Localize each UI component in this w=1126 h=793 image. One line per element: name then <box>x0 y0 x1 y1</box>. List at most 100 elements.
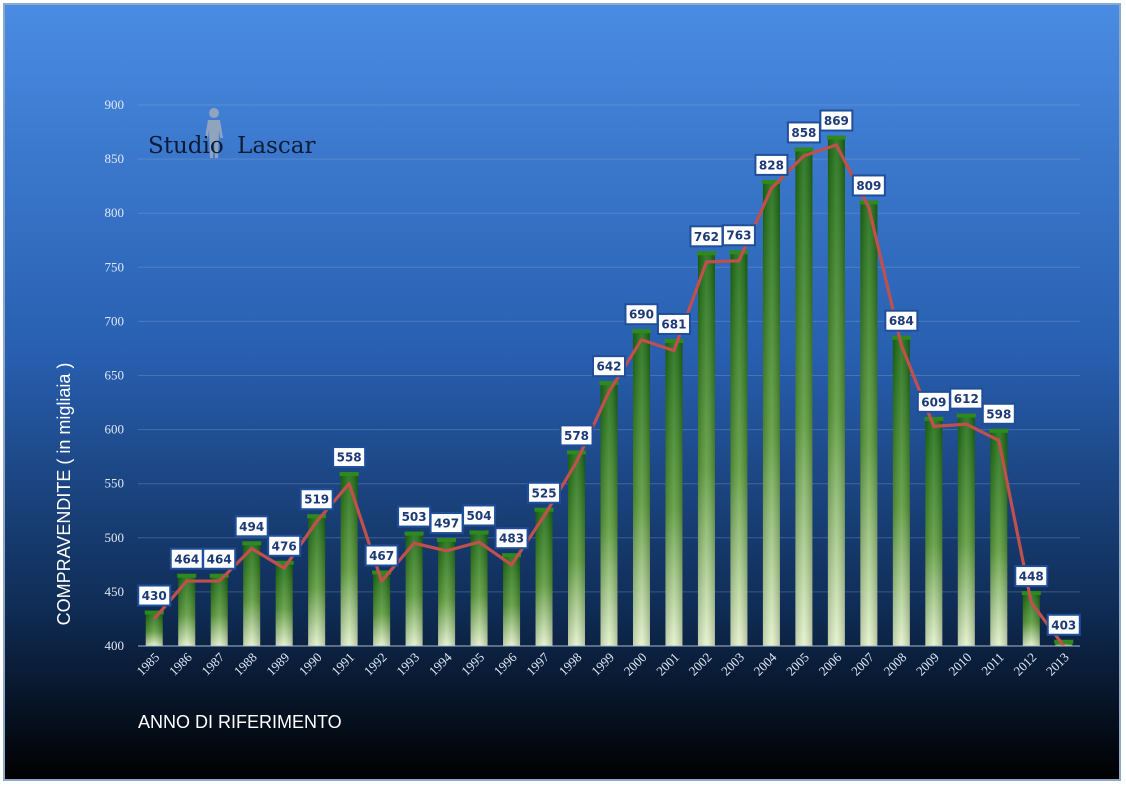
data-label-text: 690 <box>629 308 654 322</box>
data-label-text: 494 <box>239 520 264 534</box>
data-label: 403 <box>1046 613 1081 636</box>
data-label-text: 448 <box>1019 570 1044 584</box>
y-tick-label: 700 <box>105 313 125 328</box>
data-label-box <box>202 547 237 570</box>
data-label: 642 <box>592 355 626 378</box>
bar-shade <box>892 338 910 646</box>
data-label: 525 <box>527 481 562 504</box>
data-label-text: 464 <box>174 552 199 566</box>
bar-shade <box>405 534 423 646</box>
data-label-box <box>267 534 302 557</box>
bar-shade <box>795 150 813 646</box>
data-label-text: 464 <box>207 552 232 566</box>
data-label: 497 <box>429 512 464 535</box>
data-label-box <box>754 153 789 176</box>
data-label-text: 430 <box>142 589 167 603</box>
data-label: 609 <box>916 390 951 413</box>
data-label-text: 809 <box>856 179 881 193</box>
data-label: 448 <box>1014 565 1049 588</box>
data-label-text: 578 <box>564 429 589 443</box>
data-label-text: 681 <box>661 317 686 331</box>
data-label: 828 <box>754 153 789 176</box>
data-label-box <box>462 504 497 527</box>
data-label-box <box>137 584 172 607</box>
bar-shade <box>340 475 358 646</box>
data-label: 467 <box>364 544 399 567</box>
data-label: 519 <box>299 488 334 511</box>
data-label-box <box>299 488 334 511</box>
bar-cap <box>242 541 262 546</box>
data-label: 476 <box>267 534 302 557</box>
bar-shade <box>665 341 683 646</box>
bar-cap <box>664 338 684 343</box>
data-label: 494 <box>234 515 269 538</box>
bar-cap <box>891 335 911 340</box>
data-label: 598 <box>981 402 1016 425</box>
data-label-text: 483 <box>499 532 524 546</box>
data-label-text: 642 <box>596 360 621 374</box>
bar-cap <box>761 179 781 184</box>
data-label-box <box>656 312 691 335</box>
bar-shade <box>243 544 261 646</box>
data-label: 612 <box>949 387 984 410</box>
data-label-text: 467 <box>369 549 394 563</box>
data-label: 858 <box>786 121 821 144</box>
data-label: 464 <box>169 547 204 570</box>
bar-shade <box>730 253 748 646</box>
data-label-text: 519 <box>304 493 329 507</box>
bar-shade <box>145 613 163 646</box>
y-axis-title: COMPRAVENDITE ( in migliaia ) <box>54 363 74 626</box>
data-label-box <box>1014 565 1049 588</box>
data-label: 503 <box>397 505 432 528</box>
brand-logo: Studio Lascar <box>148 108 315 159</box>
bar-cap <box>339 472 359 477</box>
data-label-text: 476 <box>272 539 297 553</box>
data-label: 684 <box>884 309 919 332</box>
bar-shade <box>275 563 293 646</box>
bar-shade <box>957 416 975 646</box>
data-label: 681 <box>656 312 691 335</box>
data-label-box <box>234 515 269 538</box>
human-figure-icon <box>205 108 223 158</box>
data-label-box <box>949 387 984 410</box>
bar-cap <box>859 200 879 205</box>
bar-cap <box>989 428 1009 433</box>
data-label-box <box>332 446 367 469</box>
bar-cap <box>209 573 229 578</box>
data-label-text: 828 <box>759 158 784 172</box>
bar-cap <box>826 135 846 140</box>
trend-line-group <box>153 143 1066 647</box>
bar-cap <box>144 610 164 615</box>
data-label-text: 504 <box>467 509 492 523</box>
data-label: 464 <box>202 547 237 570</box>
brand-name-part1: Studio <box>148 133 224 159</box>
data-label-box <box>364 544 399 567</box>
data-label-text: 525 <box>532 486 557 500</box>
data-label-box <box>1046 613 1081 636</box>
data-label-text: 858 <box>791 126 816 140</box>
bar-shade <box>632 332 650 646</box>
y-tick-label: 600 <box>105 422 125 437</box>
bar-shade <box>210 576 228 646</box>
bar-cap <box>696 251 716 256</box>
bar-cap <box>469 530 489 535</box>
data-label: 430 <box>137 584 172 607</box>
data-label-text: 558 <box>337 451 362 465</box>
y-tick-label: 500 <box>105 530 125 545</box>
data-label-text: 612 <box>954 392 979 406</box>
data-label-box <box>819 109 854 132</box>
trend-line <box>153 143 1066 647</box>
data-label: 558 <box>332 446 367 469</box>
bar-cap <box>437 538 457 543</box>
bar-cap <box>404 531 424 536</box>
bar-shade <box>438 541 456 646</box>
y-tick-label: 800 <box>105 205 125 220</box>
data-label-text: 684 <box>889 314 914 328</box>
bar-shade <box>308 517 326 646</box>
bar-shade <box>762 182 780 647</box>
data-label-box <box>851 174 886 197</box>
data-label: 869 <box>819 109 854 132</box>
y-tick-label: 450 <box>105 584 125 599</box>
bar-cap <box>307 514 327 519</box>
